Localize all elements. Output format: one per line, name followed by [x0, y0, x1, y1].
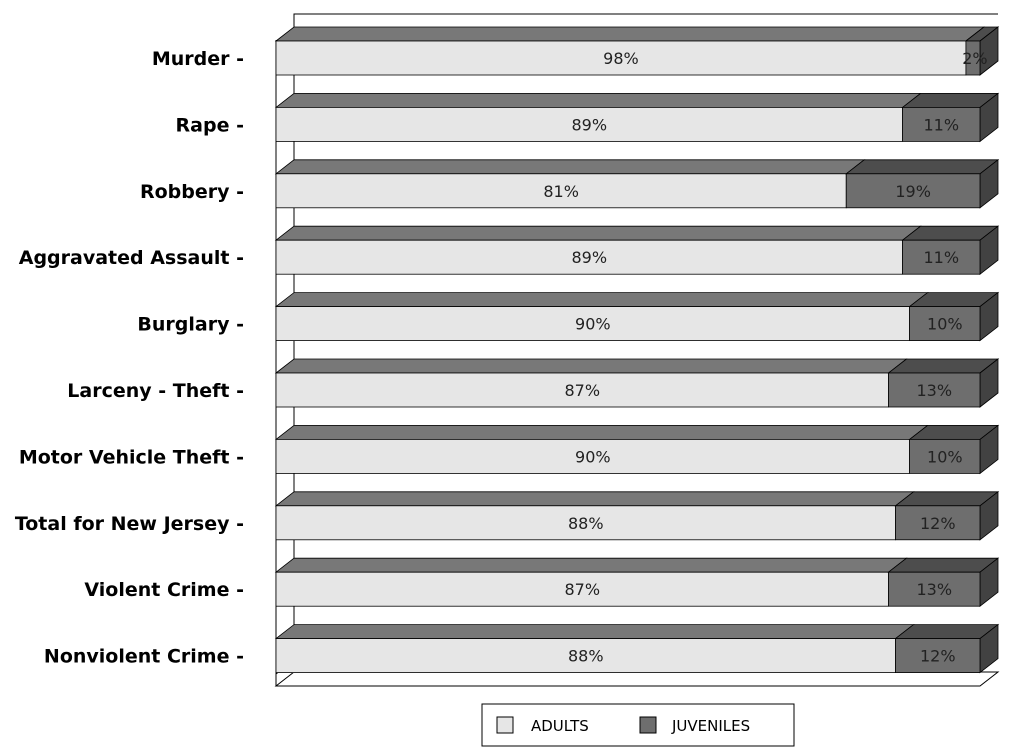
data-label-adults: 89%	[571, 248, 607, 267]
data-label-juveniles: 10%	[927, 447, 963, 466]
legend-label-adults: ADULTS	[531, 717, 589, 735]
data-label-juveniles: 10%	[927, 315, 963, 334]
bar-top-adults	[274, 557, 908, 573]
data-label-juveniles: 2%	[962, 49, 987, 68]
bar-juveniles	[845, 173, 981, 209]
bar-adults	[275, 438, 910, 474]
bar-top-juveniles	[845, 159, 1000, 175]
bar-top-adults	[274, 93, 922, 108]
category-label: Motor Vehicle Theft -	[19, 446, 244, 468]
floor	[274, 671, 1000, 687]
category-label: Violent Crime -	[84, 579, 244, 601]
bar-juveniles	[895, 638, 981, 673]
bar-adults	[275, 372, 889, 408]
bar-adults	[275, 505, 896, 541]
legend-swatch-adults	[496, 716, 514, 734]
bar-juveniles	[888, 372, 981, 408]
data-label-adults: 88%	[568, 514, 604, 533]
bar-row: 90% 10%	[274, 424, 1000, 475]
legend-swatch-juveniles	[639, 716, 657, 734]
category-label: Aggravated Assault -	[19, 247, 244, 269]
data-label-adults: 90%	[575, 447, 611, 466]
bar-juveniles	[895, 505, 981, 541]
bar-top-adults	[274, 26, 986, 42]
data-label-adults: 81%	[543, 182, 579, 201]
data-label-juveniles: 12%	[920, 514, 956, 533]
bar-row: 81% 19%	[274, 158, 1000, 209]
bar-juveniles	[965, 40, 981, 76]
category-label: Robbery -	[140, 181, 244, 203]
data-label-juveniles: 12%	[920, 647, 956, 666]
bar-row: 87% 13%	[274, 557, 1000, 608]
bar-row: 88% 12%	[274, 623, 1000, 674]
bar-juveniles	[909, 438, 981, 474]
bar-juveniles	[909, 306, 981, 342]
bar-adults	[275, 40, 967, 76]
bar-row: 88% 12%	[274, 490, 1000, 541]
data-label-adults: 90%	[575, 315, 611, 334]
bar-adults	[275, 239, 903, 275]
category-label: Murder -	[152, 48, 244, 70]
bar-adults	[275, 306, 910, 342]
data-label-juveniles: 19%	[895, 182, 931, 201]
bar-row: 98% 2%	[274, 26, 1000, 76]
bar-top-adults	[274, 358, 908, 374]
legend-box	[481, 703, 795, 747]
bar-top-adults	[274, 225, 922, 241]
data-label-juveniles: 13%	[916, 381, 952, 400]
bar-row: 90% 10%	[274, 291, 1000, 342]
bar-adults	[275, 638, 896, 673]
bar-row: 89% 11%	[274, 92, 1000, 143]
bar-adults	[275, 571, 889, 607]
bar-juveniles	[902, 107, 981, 142]
data-label-juveniles: 13%	[916, 580, 952, 599]
bar-top-adults	[274, 491, 915, 507]
bar-top-juveniles	[887, 557, 1000, 573]
legend-label-juveniles: JUVENILES	[671, 717, 750, 735]
bar-juveniles	[888, 571, 981, 607]
data-label-adults: 87%	[564, 381, 600, 400]
bars: 98% 2% 89% 11% 81% 19% 89% 11% 90% 10% 87% 13% 90% 10…	[274, 26, 1000, 674]
bar-top-juveniles	[887, 358, 1000, 374]
data-label-juveniles: 11%	[923, 115, 959, 134]
bar-row: 89% 11%	[274, 225, 1000, 276]
plot-frame	[274, 13, 1000, 687]
bar-juveniles	[902, 239, 981, 275]
category-label: Total for New Jersey -	[15, 513, 244, 535]
bar-adults	[275, 173, 847, 209]
category-label: Rape -	[176, 114, 244, 136]
bar-top-adults	[274, 292, 929, 308]
category-label: Nonviolent Crime -	[44, 646, 244, 668]
data-label-adults: 89%	[571, 115, 607, 134]
bar-top-adults	[274, 624, 915, 639]
data-label-juveniles: 11%	[923, 248, 959, 267]
category-label: Larceny - Theft -	[67, 380, 244, 402]
data-label-adults: 98%	[603, 49, 639, 68]
bar-row: 87% 13%	[274, 358, 1000, 408]
bar-top-adults	[274, 159, 866, 175]
data-label-adults: 88%	[568, 647, 604, 666]
legend: ADULTS JUVENILES	[481, 703, 795, 747]
category-labels: Murder - Rape - Robbery - Aggravated Assaul…	[15, 48, 244, 668]
bar-top-adults	[274, 424, 929, 440]
category-label: Burglary -	[137, 314, 244, 336]
data-label-adults: 87%	[564, 580, 600, 599]
